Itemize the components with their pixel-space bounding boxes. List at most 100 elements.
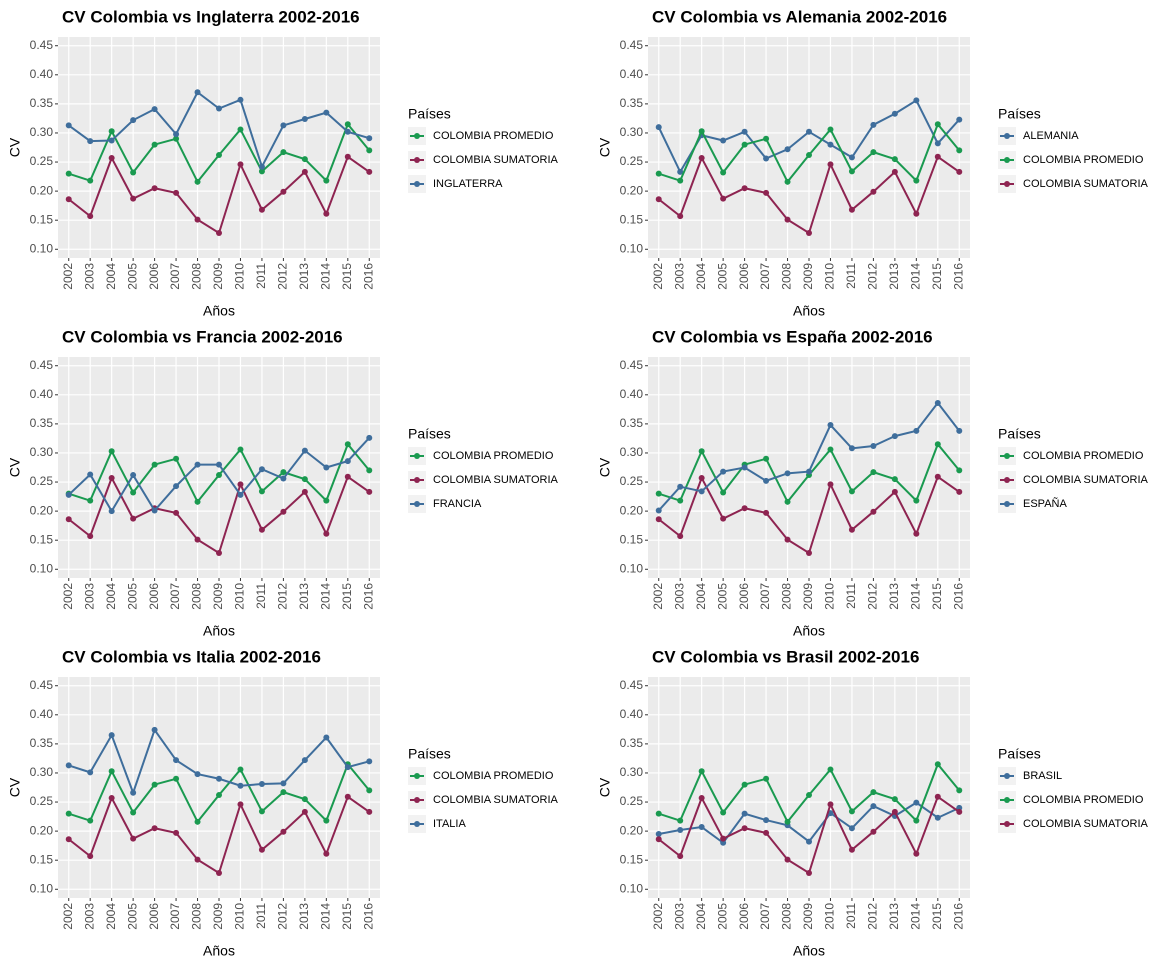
data-point	[237, 782, 244, 789]
data-point	[763, 477, 770, 484]
data-point	[258, 781, 265, 788]
y-tick-label: 0.30	[30, 445, 54, 459]
data-point	[891, 488, 898, 495]
y-tick-label: 0.45	[30, 358, 54, 372]
data-point	[806, 128, 812, 135]
x-tick-label: 2002	[61, 583, 75, 610]
y-tick-label: 0.30	[620, 445, 644, 459]
data-point	[87, 471, 94, 478]
data-point	[65, 762, 72, 769]
data-point	[237, 801, 244, 808]
legend-title: Países	[408, 426, 451, 442]
data-point	[806, 468, 812, 475]
x-tick-label: 2005	[715, 583, 729, 610]
data-point	[956, 488, 963, 495]
x-tick-label: 2004	[694, 583, 708, 610]
x-tick-label: 2008	[190, 903, 204, 930]
data-point	[87, 138, 94, 145]
data-point	[698, 474, 705, 481]
data-point	[763, 829, 770, 836]
data-point	[194, 818, 201, 825]
data-point	[784, 498, 791, 505]
x-tick-label: 2006	[737, 583, 751, 610]
data-point	[741, 505, 748, 512]
data-point	[827, 422, 834, 429]
data-point	[344, 473, 351, 480]
x-tick-label: 2005	[715, 263, 729, 290]
y-tick-label: 0.35	[620, 96, 644, 110]
data-point	[677, 213, 684, 220]
data-point	[237, 491, 244, 498]
chart-title: CV Colombia vs Alemania 2002-2016	[652, 7, 947, 26]
data-point	[280, 780, 287, 787]
data-point	[366, 808, 373, 815]
data-point	[151, 781, 158, 788]
chart-title: CV Colombia vs Brasil 2002-2016	[652, 647, 919, 666]
data-point	[216, 105, 222, 112]
data-point	[258, 808, 265, 815]
x-tick-label: 2004	[694, 903, 708, 930]
data-point	[216, 549, 222, 556]
data-point	[784, 216, 791, 223]
data-point	[280, 828, 287, 835]
data-point	[216, 869, 222, 876]
x-tick-label: 2010	[233, 903, 247, 930]
data-point	[720, 515, 727, 522]
y-tick-label: 0.20	[30, 183, 54, 197]
x-tick-label: 2005	[715, 903, 729, 930]
x-tick-label: 2016	[951, 263, 965, 290]
x-axis-title: Años	[793, 943, 825, 958]
data-point	[65, 170, 72, 177]
x-tick-label: 2010	[823, 263, 837, 290]
legend-key-dot	[1004, 133, 1010, 139]
data-point	[913, 817, 920, 824]
y-tick-label: 0.20	[30, 503, 54, 517]
y-tick-label: 0.15	[30, 852, 54, 866]
data-point	[763, 775, 770, 782]
data-point	[784, 178, 791, 185]
data-point	[827, 801, 834, 808]
x-tick-label: 2009	[801, 263, 815, 290]
data-point	[848, 526, 855, 533]
data-point	[130, 117, 137, 124]
data-point	[280, 122, 287, 129]
x-tick-label: 2007	[168, 583, 182, 610]
x-tick-label: 2003	[82, 903, 96, 930]
x-tick-label: 2008	[780, 583, 794, 610]
legend-key-dot	[1004, 501, 1010, 507]
data-point	[280, 469, 287, 476]
data-point	[194, 498, 201, 505]
data-point	[216, 229, 222, 236]
x-tick-label: 2015	[930, 263, 944, 290]
data-point	[870, 508, 877, 515]
data-point	[891, 110, 898, 117]
data-point	[258, 526, 265, 533]
y-axis-title: CV	[597, 777, 613, 797]
data-point	[108, 128, 115, 135]
y-axis-title: CV	[7, 777, 23, 797]
x-tick-label: 2013	[887, 263, 901, 290]
x-tick-label: 2008	[780, 263, 794, 290]
data-point	[323, 734, 330, 741]
data-point	[677, 177, 684, 184]
data-point	[65, 122, 72, 129]
legend-key-dot	[1004, 773, 1010, 779]
x-tick-label: 2013	[887, 583, 901, 610]
x-tick-label: 2014	[909, 263, 923, 290]
data-point	[806, 792, 812, 799]
data-point	[344, 121, 351, 128]
data-point	[741, 128, 748, 135]
legend-key-dot	[414, 133, 420, 139]
data-point	[216, 461, 222, 468]
data-point	[130, 472, 137, 479]
data-point	[301, 488, 308, 495]
data-point	[870, 188, 877, 195]
data-point	[870, 828, 877, 835]
x-tick-label: 2003	[672, 583, 686, 610]
data-point	[741, 464, 748, 471]
data-point	[87, 177, 94, 184]
data-point	[323, 464, 330, 471]
y-tick-label: 0.15	[620, 852, 644, 866]
data-point	[934, 441, 941, 448]
x-tick-label: 2007	[758, 263, 772, 290]
